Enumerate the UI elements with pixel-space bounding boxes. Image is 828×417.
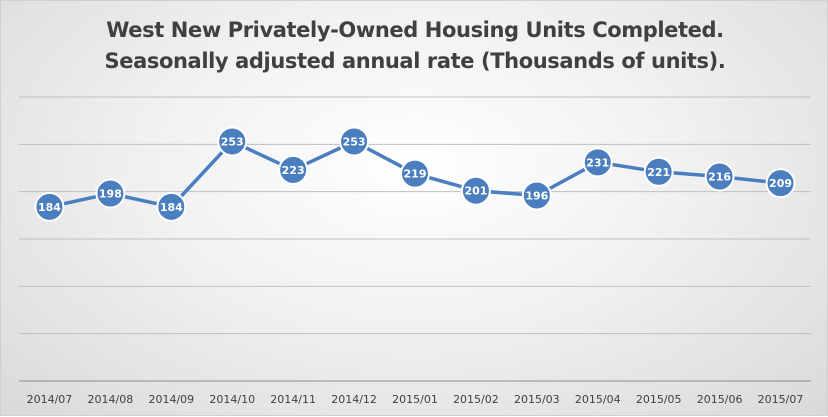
data-point-marker [582,147,613,178]
x-tick-label: 2014/10 [209,393,255,406]
data-points: 184 198 184 253 223 253 219 201 196 231 221 216 209 [34,126,796,222]
data-point-marker [95,178,126,209]
data-label: 209 [769,177,792,190]
x-tick-label: 2015/03 [514,393,560,406]
data-point-marker [704,161,735,192]
data-point-marker [34,191,65,222]
data-point-marker [765,168,796,199]
x-tick-label: 2015/02 [453,393,499,406]
data-label: 231 [586,156,609,169]
x-tick-label: 2014/12 [331,393,377,406]
data-point-marker [400,158,430,189]
data-label: 196 [525,189,548,202]
data-label: 253 [221,135,244,148]
x-tick-label: 2015/07 [758,393,804,406]
data-label: 219 [404,168,427,181]
chart-title: West New Privately-Owned Housing Units C… [1,15,828,77]
data-point-marker [156,191,187,222]
data-label: 221 [647,166,670,179]
x-tick-label: 2015/06 [697,393,743,406]
x-tick-label: 2014/07 [27,393,73,406]
data-point-marker [217,126,248,157]
chart-title-line-1: West New Privately-Owned Housing Units C… [106,18,724,42]
x-tick-label: 2015/04 [575,393,621,406]
x-tick-label: 2014/09 [148,393,194,406]
data-point-marker [643,156,674,187]
data-point-marker [339,126,370,157]
data-label: 253 [343,135,366,148]
data-point-marker [521,180,552,211]
gridlines [19,96,811,335]
x-tick-label: 2015/01 [392,393,438,406]
data-point-marker [460,175,491,206]
data-point-marker [278,154,309,185]
data-label: 201 [464,185,487,198]
x-tick-label: 2015/05 [636,393,682,406]
x-axis-tick-labels: 2014/07 2014/08 2014/09 2014/10 2014/11 2014/… [27,393,804,406]
data-label: 184 [160,201,183,214]
data-label: 223 [282,164,305,177]
x-tick-label: 2014/08 [88,393,134,406]
chart-subtitle: Seasonally adjusted annual rate (Thousan… [104,49,726,73]
data-label: 198 [99,188,122,201]
data-label: 184 [38,201,61,214]
x-tick-label: 2014/11 [270,393,316,406]
data-label: 216 [708,171,731,184]
